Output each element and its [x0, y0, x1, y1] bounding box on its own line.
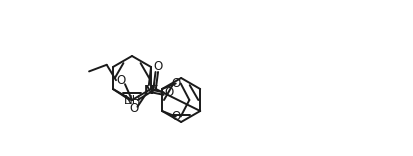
- Text: O: O: [164, 86, 173, 99]
- Text: +: +: [150, 81, 158, 90]
- Text: −: −: [124, 99, 133, 109]
- Text: O: O: [171, 110, 180, 123]
- Text: O: O: [130, 102, 139, 115]
- Text: O: O: [153, 61, 163, 73]
- Text: O: O: [116, 74, 126, 87]
- Text: O: O: [171, 77, 180, 90]
- Text: N: N: [144, 84, 154, 97]
- Text: NH: NH: [124, 93, 142, 107]
